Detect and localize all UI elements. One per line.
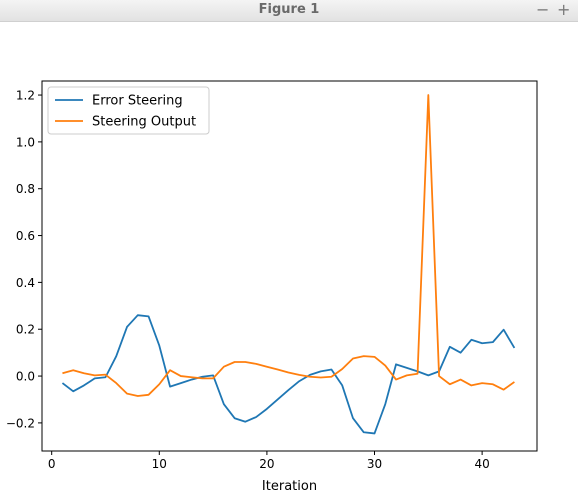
minimize-button[interactable]: − [536, 0, 550, 19]
y-tick-label: −0.2 [6, 416, 35, 430]
x-tick-label: 10 [152, 457, 167, 471]
window-title: Figure 1 [258, 2, 320, 17]
y-tick-label: 1.0 [16, 135, 35, 149]
ticks-layer: 0 10 20 30 40 −0.2 0.0 0.2 0.4 0.6 0.8 1.0 1.2 [6, 89, 490, 471]
line-chart: 0 10 20 30 40 −0.2 0.0 0.2 0.4 0.6 0.8 1.0 1.2 Itera… [0, 22, 578, 495]
x-tick-label: 20 [259, 457, 274, 471]
legend-label-error-steering: Error Steering [92, 94, 183, 109]
y-tick-label: 0.6 [16, 229, 35, 243]
x-tick-label: 40 [474, 457, 489, 471]
series-layer [61, 94, 516, 435]
y-tick-label: 0.8 [16, 182, 35, 196]
axes-frame [41, 80, 538, 452]
legend-label-steering-output: Steering Output [92, 115, 196, 130]
x-tick-label: 0 [48, 457, 56, 471]
plot-area: 0 10 20 30 40 −0.2 0.0 0.2 0.4 0.6 0.8 1.0 1.2 Itera… [0, 22, 578, 495]
y-tick-label: 0.4 [16, 276, 35, 290]
y-tick-label: 0.0 [16, 370, 35, 384]
x-axis-label: Iteration [262, 479, 317, 494]
y-tick-label: 1.2 [16, 89, 35, 103]
legend: Error Steering Steering Output [47, 86, 210, 135]
legend-box [47, 86, 210, 135]
series-line-steering-output [62, 94, 515, 397]
title-bar[interactable]: Figure 1 − + [0, 0, 578, 22]
maximize-button[interactable]: + [557, 0, 571, 19]
x-tick-label: 30 [367, 457, 382, 471]
y-tick-label: 0.2 [16, 323, 35, 337]
